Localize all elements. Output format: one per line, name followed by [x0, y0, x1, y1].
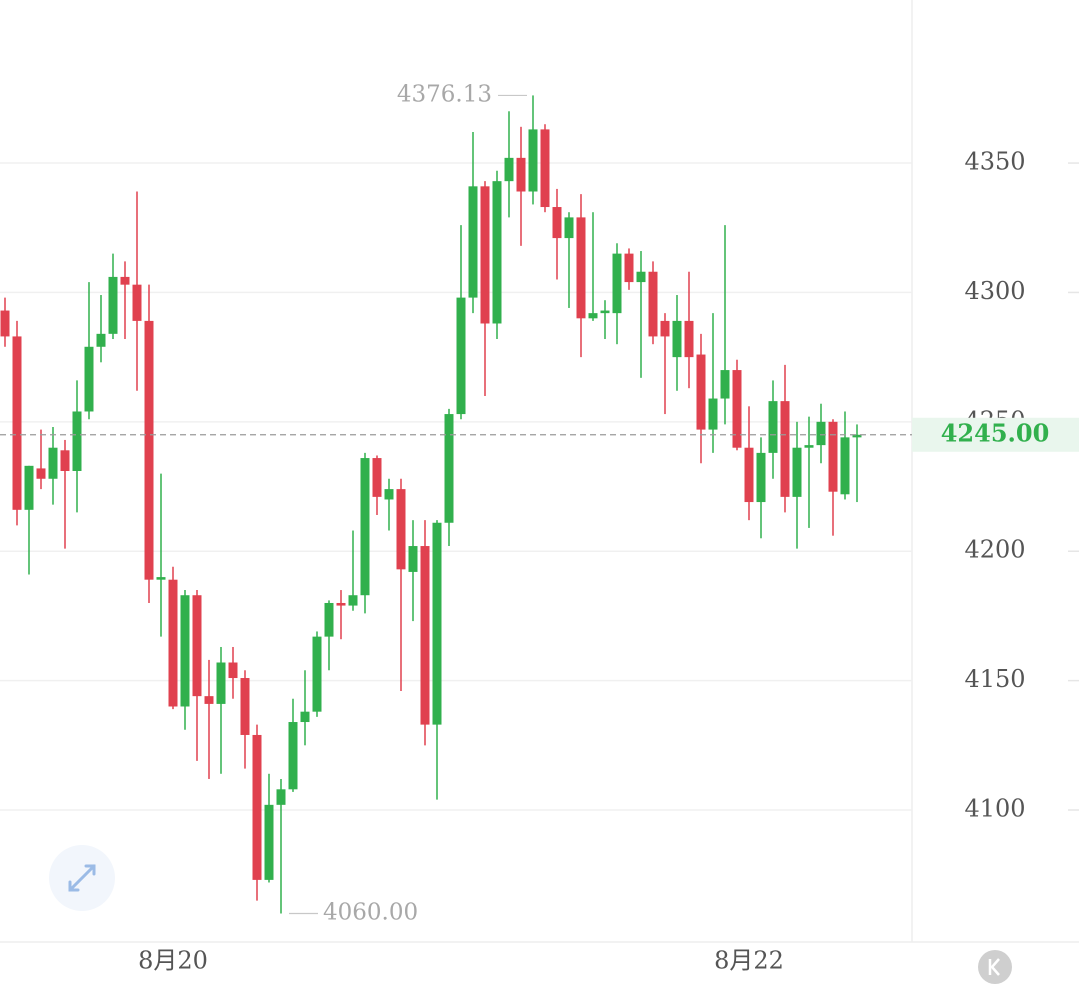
candle-body — [372, 458, 382, 497]
candle-body — [396, 489, 406, 570]
candle-body — [444, 414, 454, 523]
candle-body — [576, 217, 586, 319]
candle-body — [84, 346, 94, 412]
candle-body — [852, 434, 862, 438]
candle-body — [780, 401, 790, 497]
candles — [0, 95, 862, 914]
last-price-badge — [912, 417, 1079, 452]
candle-body — [744, 447, 754, 503]
candle-body — [228, 662, 238, 679]
x-tick-label: 8月20 — [138, 947, 208, 975]
y-tick-label: 4350 — [964, 148, 1025, 176]
candle-body — [300, 711, 310, 723]
candle-body — [36, 468, 46, 479]
candle-body — [648, 271, 658, 337]
candle-body — [456, 297, 466, 415]
candle-body — [480, 186, 490, 324]
candle-body — [24, 465, 34, 510]
y-tick-label: 4200 — [964, 536, 1025, 564]
candle-body — [120, 276, 130, 285]
candle-body — [0, 310, 10, 337]
candle-body — [240, 678, 250, 735]
x-tick-label: 8月22 — [714, 947, 784, 975]
y-tick-label: 4300 — [964, 277, 1025, 305]
candle-body — [72, 411, 82, 471]
y-tick-label: 4150 — [964, 665, 1025, 693]
candle-body — [768, 401, 778, 453]
last-price-label: 4245.00 — [941, 418, 1050, 447]
candle-body — [504, 157, 514, 182]
candle-body — [612, 253, 622, 314]
candle-body — [96, 333, 106, 347]
candle-body — [168, 579, 178, 707]
candle-body — [516, 157, 526, 192]
candle-body — [756, 452, 766, 503]
candle-body — [216, 662, 226, 704]
candle-body — [624, 253, 634, 283]
candle-body — [348, 595, 358, 606]
candle-body — [12, 336, 22, 510]
candle-body — [408, 546, 418, 572]
candle-body — [636, 271, 646, 283]
candle-body — [492, 181, 502, 324]
candle-body — [792, 447, 802, 497]
expand-button[interactable] — [49, 845, 115, 911]
candle-body — [540, 129, 550, 208]
reset-button[interactable] — [978, 950, 1012, 984]
candle-body — [384, 489, 394, 500]
candle-body — [840, 437, 850, 495]
candle-body — [588, 313, 598, 319]
candle-body — [336, 602, 346, 606]
candle-body — [816, 421, 826, 446]
candle-body — [288, 722, 298, 790]
candle-body — [252, 734, 262, 880]
candle-body — [276, 789, 286, 805]
candle-body — [564, 217, 574, 239]
candle-body — [528, 129, 538, 192]
candle-body — [708, 398, 718, 430]
candle-body — [192, 595, 202, 697]
overlays: 4376.13 4060.00 4245.00 — [0, 81, 1079, 926]
candle-body — [720, 370, 730, 399]
candle-body — [144, 320, 154, 580]
candle-body — [108, 276, 118, 334]
candle-body — [660, 320, 670, 337]
candle-body — [48, 447, 58, 479]
candle-body — [360, 458, 370, 596]
candle-body — [552, 207, 562, 239]
candle-body — [732, 370, 742, 448]
candle-body — [312, 636, 322, 712]
candle-body — [420, 546, 430, 725]
candle-body — [180, 595, 190, 707]
candle-body — [156, 577, 166, 580]
candle-body — [684, 320, 694, 358]
annotation-label: 4060.00 — [323, 900, 418, 926]
candle-body — [132, 284, 142, 321]
candle-body — [432, 522, 442, 725]
candle-body — [672, 320, 682, 358]
y-tick-label: 4100 — [964, 795, 1025, 823]
candle-body — [600, 310, 610, 314]
candle-body — [264, 804, 274, 880]
candle-body — [60, 450, 70, 471]
candle-body — [804, 445, 814, 448]
candle-body — [204, 696, 214, 704]
candle-body — [324, 602, 334, 637]
annotation-label: 4376.13 — [397, 81, 492, 107]
candle-body — [696, 354, 706, 430]
candle-body — [828, 421, 838, 492]
candle-body — [468, 186, 478, 298]
